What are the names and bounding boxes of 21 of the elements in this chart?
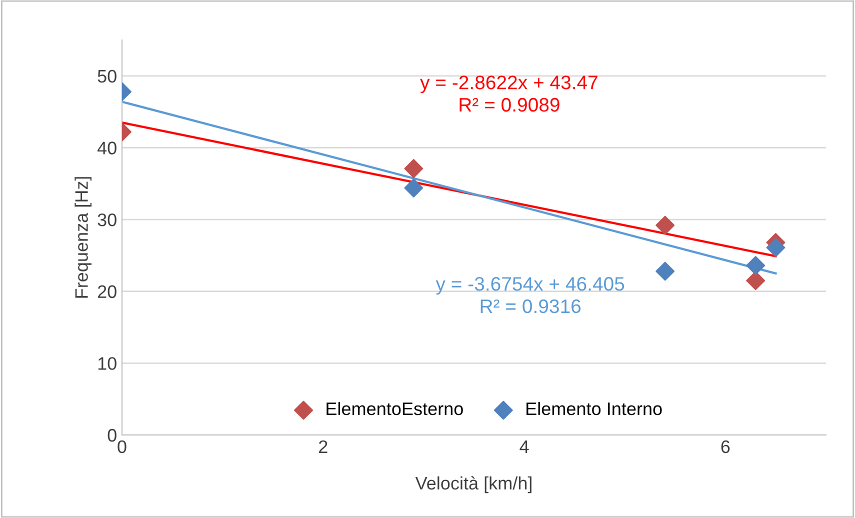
y-tick-label: 50 bbox=[98, 70, 116, 83]
x-tick-label: 0 bbox=[118, 440, 126, 454]
y-tick-label: 30 bbox=[98, 213, 116, 226]
y-tick-label: 20 bbox=[98, 285, 116, 298]
y-tick-label: 10 bbox=[98, 357, 116, 370]
point bbox=[656, 216, 675, 235]
x-tick-label: 6 bbox=[721, 440, 730, 454]
legend-label: ElementoEsterno bbox=[326, 402, 463, 416]
annotation: y = -2.8622x + 43.47 R² = 0.9089 bbox=[420, 76, 598, 112]
point bbox=[746, 256, 766, 275]
y-tick-label: 0 bbox=[108, 428, 116, 442]
annotation: y = -3.6754x + 46.405 R² = 0.9316 bbox=[436, 277, 624, 314]
x-tick-label: 2 bbox=[319, 440, 328, 453]
y-tick-label: 40 bbox=[97, 142, 116, 154]
point bbox=[746, 271, 766, 290]
y-axis-title: Frequenza [Hz] bbox=[74, 177, 92, 298]
legend-label: Elemento Interno bbox=[526, 402, 662, 416]
point bbox=[656, 262, 675, 281]
x-tick-label: 4 bbox=[520, 440, 529, 453]
x-axis-title: Velocità [km/h] bbox=[415, 476, 532, 494]
point bbox=[766, 238, 786, 258]
